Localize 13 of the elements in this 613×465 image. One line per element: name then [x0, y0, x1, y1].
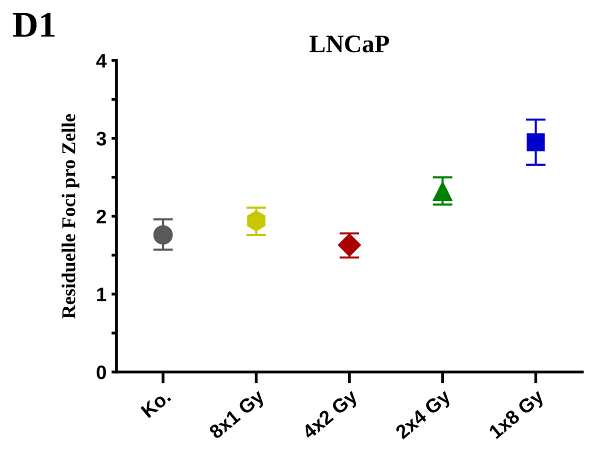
y-tick-label: 3 — [96, 132, 106, 146]
y-tick-label: 2 — [96, 210, 106, 224]
y-tick-label: 0 — [96, 365, 106, 380]
text: D1 — [12, 12, 55, 37]
y-axis-title: Residuelle Foci pro Zelle — [62, 114, 80, 319]
y-tick-label: 4 — [96, 54, 107, 68]
x-tick-label: 8x1 Gy — [208, 388, 268, 442]
x-tick-label: 1x8 Gy — [488, 388, 548, 442]
y-tick-label: 1 — [97, 288, 106, 302]
chart-title: LNCaP — [310, 36, 389, 52]
x-tick-label: 4x2 Gy — [301, 388, 361, 443]
x-tick-label: 2x4 Gy — [394, 388, 454, 442]
x-tick-label: Ko. — [140, 389, 172, 418]
